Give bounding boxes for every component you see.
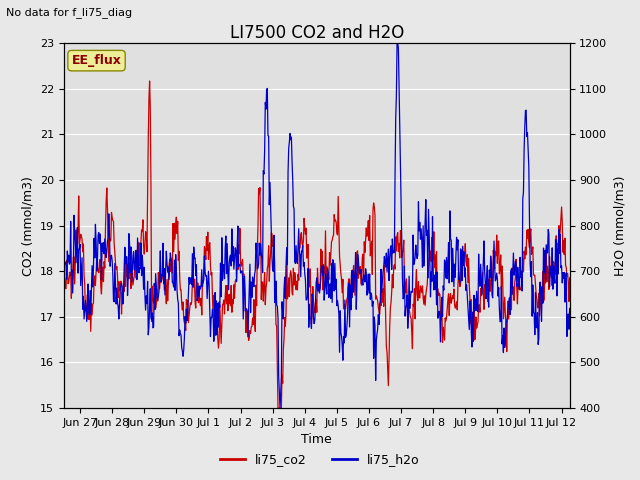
Line: li75_h2o: li75_h2o <box>64 43 570 408</box>
Legend: li75_co2, li75_h2o: li75_co2, li75_h2o <box>215 448 425 471</box>
Text: No data for f_li75_diag: No data for f_li75_diag <box>6 7 132 18</box>
X-axis label: Time: Time <box>301 433 332 446</box>
Text: EE_flux: EE_flux <box>72 54 122 67</box>
Y-axis label: CO2 (mmol/m3): CO2 (mmol/m3) <box>22 176 35 276</box>
Y-axis label: H2O (mmol/m3): H2O (mmol/m3) <box>613 175 626 276</box>
Line: li75_co2: li75_co2 <box>64 81 570 408</box>
Title: LI7500 CO2 and H2O: LI7500 CO2 and H2O <box>230 24 404 42</box>
